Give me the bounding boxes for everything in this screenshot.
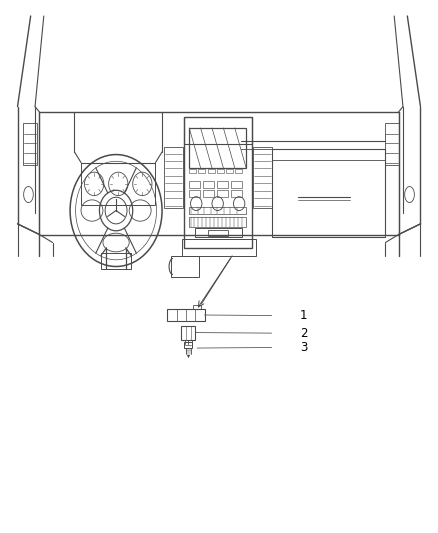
- Bar: [189, 190, 200, 197]
- Bar: [189, 217, 246, 227]
- Bar: [217, 169, 224, 173]
- Bar: [217, 190, 228, 197]
- Bar: [203, 190, 214, 197]
- Bar: [208, 169, 215, 173]
- Bar: [184, 117, 252, 248]
- Bar: [272, 149, 385, 237]
- Bar: [231, 181, 242, 188]
- Bar: [226, 169, 233, 173]
- Bar: [182, 239, 256, 256]
- Bar: [231, 190, 242, 197]
- Bar: [217, 181, 228, 188]
- Text: 2: 2: [300, 327, 307, 340]
- Bar: [171, 256, 199, 277]
- Text: 3: 3: [300, 341, 307, 354]
- Bar: [208, 230, 228, 236]
- Bar: [235, 169, 242, 173]
- Bar: [385, 123, 399, 165]
- Bar: [198, 169, 205, 173]
- Bar: [189, 181, 200, 188]
- Bar: [189, 169, 196, 173]
- Text: 1: 1: [300, 309, 307, 322]
- Bar: [195, 228, 242, 237]
- Bar: [189, 207, 246, 214]
- Bar: [203, 181, 214, 188]
- Bar: [253, 147, 272, 208]
- Bar: [101, 253, 131, 269]
- Bar: [181, 326, 195, 340]
- Bar: [23, 123, 37, 165]
- Bar: [193, 305, 201, 309]
- Bar: [189, 128, 246, 168]
- Bar: [167, 309, 205, 321]
- Bar: [81, 163, 155, 205]
- Bar: [184, 342, 192, 348]
- Bar: [164, 147, 183, 208]
